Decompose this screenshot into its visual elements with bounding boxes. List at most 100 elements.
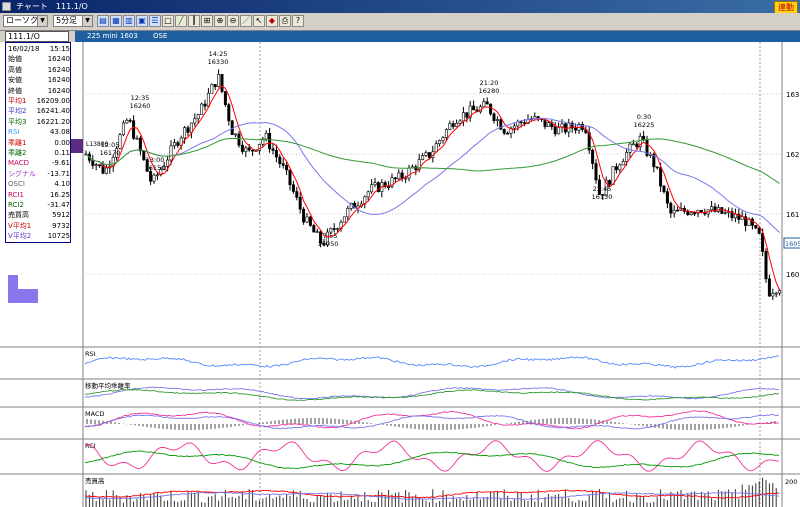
candle-body (686, 211, 690, 215)
candle-body (506, 132, 510, 135)
candle-body (315, 231, 319, 234)
chevron-down-icon[interactable]: ▼ (82, 16, 92, 26)
window-titlebar: チャート 111.1/O 連動 (0, 0, 800, 14)
candle-body (740, 216, 744, 220)
info-label: 売買高 (8, 211, 29, 220)
measure-icon[interactable]: ⊞ (201, 15, 213, 27)
symbol-input[interactable]: 111.1/O (5, 31, 69, 42)
candle-body (421, 155, 425, 160)
candle-body (383, 182, 387, 187)
candle-body (251, 149, 255, 152)
info-label: 高値 (8, 65, 22, 74)
candle-body (223, 91, 227, 105)
candle-icon[interactable]: ┃ (188, 15, 200, 27)
candle-body (91, 159, 95, 166)
candle-body (244, 147, 248, 152)
candle-body (271, 148, 275, 151)
candle-body (393, 177, 397, 180)
volume-axis-label: 200 (785, 478, 797, 486)
info-label: 平均2 (8, 107, 27, 116)
candle-body (434, 143, 438, 153)
info-row: 16/02/18 15:15 (8, 44, 70, 54)
kairi-line-2 (84, 388, 780, 401)
info-value: 15:15 (49, 45, 70, 53)
info-value: 16240 (47, 65, 70, 74)
info-row: V平均2 10725 (8, 231, 70, 241)
candle-body (237, 133, 241, 146)
candle-body (468, 105, 472, 118)
annotation-price: 16150 (145, 164, 166, 172)
print-icon[interactable]: ⎙ (279, 15, 291, 27)
candle-body (200, 103, 204, 115)
panel-title-kairi: 移動平均乖離率 (85, 381, 131, 390)
pointer-icon[interactable]: ↖ (253, 15, 265, 27)
candle-body (676, 209, 680, 212)
candle-body (662, 185, 666, 192)
candle-body (261, 138, 265, 145)
candle-body (295, 191, 299, 198)
candle-body (366, 191, 370, 198)
candle-body (145, 159, 149, 172)
info-row: 始値 16240 (8, 54, 70, 64)
table-icon[interactable]: ▥ (123, 15, 135, 27)
candle-body (346, 208, 350, 218)
info-row: 平均1 16209.00 (8, 96, 70, 106)
bar-chart-icon[interactable]: ▤ (97, 15, 109, 27)
interval-select[interactable]: 5分足 ▼ (53, 15, 93, 27)
info-label: 安値 (8, 76, 22, 85)
zoom-out-icon[interactable]: ⊖ (227, 15, 239, 27)
draw-line-icon[interactable]: ／ (240, 15, 252, 27)
list-icon[interactable]: ☰ (149, 15, 161, 27)
info-label: V平均1 (8, 221, 32, 230)
info-row: V平均1 9732 (8, 221, 70, 231)
candle-body (638, 135, 642, 148)
candle-body (631, 143, 635, 146)
help-icon[interactable]: ? (292, 15, 304, 27)
candle-body (376, 182, 380, 192)
calendar-icon[interactable]: ▣ (136, 15, 148, 27)
candle-body (720, 207, 724, 214)
candle-body (227, 104, 231, 122)
info-row: 平均3 16221.20 (8, 117, 70, 127)
candle-body (101, 164, 105, 174)
exchange-name: OSE (153, 32, 168, 40)
candle-body (672, 209, 676, 214)
candle-body (472, 105, 476, 111)
chevron-down-icon[interactable]: ▼ (37, 16, 47, 26)
candle-body (710, 206, 714, 211)
candle-body (502, 129, 506, 134)
candle-body (268, 132, 272, 150)
candle-body (186, 127, 190, 133)
grid-icon[interactable]: ▦ (110, 15, 122, 27)
candle-body (278, 156, 282, 164)
info-row: 終値 16240 (8, 86, 70, 96)
chart-header: 225 mini 1603 OSE (75, 31, 800, 42)
candle-body (213, 84, 217, 87)
candle-body (342, 216, 346, 223)
zoom-icon[interactable]: ⊕ (214, 15, 226, 27)
candle-body (220, 74, 224, 92)
candle-body (465, 112, 469, 118)
candle-body (257, 143, 261, 151)
macd-signal-line (84, 414, 780, 430)
candle-body (152, 174, 156, 182)
chart-type-select[interactable]: ローソク ▼ (3, 15, 48, 27)
info-value: -13.71 (47, 169, 70, 178)
candle-body (217, 74, 221, 87)
price-axis-label: 163 (786, 91, 799, 99)
candle-body (489, 103, 493, 115)
candle-body (519, 121, 523, 124)
info-row: MACD -9.61 (8, 158, 70, 168)
info-value: 0.00 (54, 138, 70, 147)
panel-title-rci: RCI (85, 442, 96, 450)
candle-body (206, 92, 210, 107)
left-edge-marker (71, 139, 83, 153)
lock-icon[interactable]: ◆ (266, 15, 278, 27)
candle-body (417, 159, 421, 170)
trend-icon[interactable]: ╱ (175, 15, 187, 27)
candle-body (155, 174, 159, 177)
annotation-time: 12:35 (131, 94, 150, 102)
frame-icon[interactable]: □ (162, 15, 174, 27)
candle-body (774, 292, 778, 295)
